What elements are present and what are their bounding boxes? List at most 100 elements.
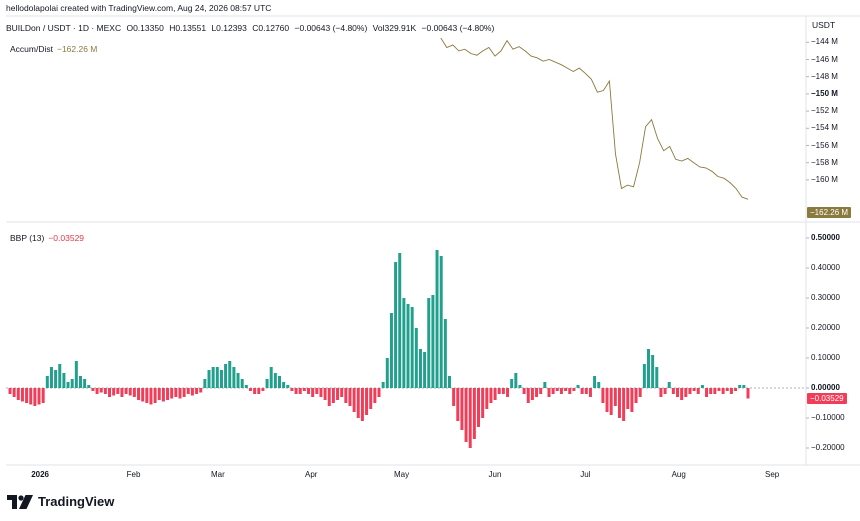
bbp-bar: [721, 388, 725, 394]
bbp-y-tick: 0.00000: [811, 383, 840, 392]
bbp-bar: [630, 388, 634, 412]
bbp-bar: [564, 388, 568, 391]
bbp-bar: [182, 388, 186, 397]
bbp-bar: [99, 388, 103, 393]
bbp-bar: [493, 388, 497, 400]
bbp-bar: [447, 376, 451, 388]
ad-y-tick: −148 M: [811, 71, 838, 81]
x-tick-label: 2026: [31, 470, 50, 479]
bbp-bar: [327, 388, 331, 406]
bbp-bar: [128, 388, 132, 396]
bbp-bar: [66, 382, 70, 388]
ad-y-tick: −160 M: [811, 174, 838, 184]
bbp-bar: [522, 388, 526, 394]
ad-legend[interactable]: Accum/Dist −162.26 M: [10, 44, 97, 54]
bbp-bar: [207, 370, 211, 388]
bbp-bar: [356, 388, 360, 418]
bbp-bar: [597, 382, 601, 388]
volume-value: Vol329.91K: [372, 23, 417, 33]
bbp-bar: [696, 388, 700, 394]
ad-y-tick: −154 M: [811, 123, 838, 133]
bbp-bar: [501, 388, 505, 394]
ad-y-tick: −152 M: [811, 106, 838, 116]
bbp-bar: [671, 388, 675, 394]
ad-y-tick: −156 M: [811, 140, 838, 150]
bbp-bar: [418, 349, 422, 388]
bbp-bar: [224, 364, 228, 388]
bbp-bar: [746, 388, 750, 399]
bbp-bar: [273, 373, 277, 388]
bbp-bar: [91, 388, 95, 391]
bbp-bar: [103, 388, 107, 394]
bbp-bar: [431, 295, 435, 388]
symbol-legend[interactable]: BUILDon / USDT · 1D · MEXC O0.13350 H0.1…: [6, 23, 497, 33]
bbp-bar: [261, 388, 265, 391]
bbp-bar: [116, 388, 120, 394]
bbp-bar: [286, 385, 290, 388]
bbp-bar: [253, 388, 257, 394]
bbp-bar: [377, 388, 381, 397]
bbp-y-tick: 0.20000: [811, 323, 840, 332]
bbp-bar: [54, 370, 58, 388]
bbp-bar: [601, 388, 605, 403]
bbp-bar: [406, 304, 410, 388]
bbp-bar: [680, 388, 684, 400]
bbp-bar: [547, 388, 551, 397]
brand-name: TradingView: [38, 494, 115, 509]
bbp-bar: [124, 388, 128, 394]
bbp-y-tick: 0.30000: [811, 293, 840, 302]
high-value: H0.13551: [169, 23, 207, 33]
bbp-bar: [576, 385, 580, 388]
x-tick-label: Aug: [671, 470, 686, 479]
bbp-bar: [605, 388, 609, 412]
currency-label[interactable]: USDT: [812, 20, 836, 30]
bbp-bar: [33, 388, 37, 406]
bbp-bar: [340, 388, 344, 397]
bbp-bar: [178, 388, 182, 399]
bbp-value: −0.03529: [48, 233, 85, 243]
bbp-bar: [141, 388, 145, 402]
bbp-bar: [58, 364, 62, 388]
chart-header-text: hellodolapolai created with TradingView.…: [6, 3, 272, 13]
ad-y-tick: −146 M: [811, 54, 838, 64]
bbp-bar: [37, 388, 41, 405]
bbp-bar: [423, 352, 427, 388]
bbp-bar: [307, 388, 311, 394]
bbp-bar: [302, 388, 306, 391]
bbp-bar: [518, 385, 522, 388]
bbp-bar: [510, 379, 514, 388]
tradingview-logo[interactable]: TradingView: [7, 494, 114, 509]
x-tick-label: Mar: [210, 470, 225, 479]
bbp-bar: [572, 388, 576, 391]
bbp-bar: [729, 388, 733, 394]
bbp-bar: [452, 388, 456, 406]
bbp-bar: [410, 307, 414, 388]
bbp-bar: [74, 361, 78, 388]
bbp-bar: [588, 388, 592, 397]
x-tick-label: Jul: [580, 470, 591, 479]
bbp-bar: [676, 388, 680, 397]
bbp-bar: [642, 364, 646, 388]
bbp-bar: [236, 373, 240, 388]
bbp-y-tick: −0.20000: [811, 443, 845, 452]
x-tick-label: May: [394, 470, 410, 479]
close-value: C0.12760: [252, 23, 290, 33]
bbp-bar: [137, 388, 141, 400]
open-value: O0.13350: [126, 23, 164, 33]
bbp-bar: [622, 388, 626, 421]
bbp-bar: [481, 388, 485, 418]
bbp-bar: [709, 388, 713, 394]
bbp-bar: [315, 388, 319, 394]
bbp-bar: [78, 376, 82, 388]
bbp-bar: [700, 385, 704, 388]
symbol-pair[interactable]: BUILDon / USDT · 1D · MEXC: [6, 23, 122, 33]
bbp-bar: [443, 319, 447, 388]
bbp-legend[interactable]: BBP (13) −0.03529: [10, 233, 84, 243]
bbp-y-tick: −0.10000: [811, 413, 845, 422]
bbp-bar: [161, 388, 165, 402]
bbp-bar: [414, 328, 418, 388]
bbp-bar: [742, 385, 746, 388]
volume-change-value: −0.00643 (−4.80%): [421, 23, 495, 33]
accum-dist-line: [440, 37, 749, 200]
